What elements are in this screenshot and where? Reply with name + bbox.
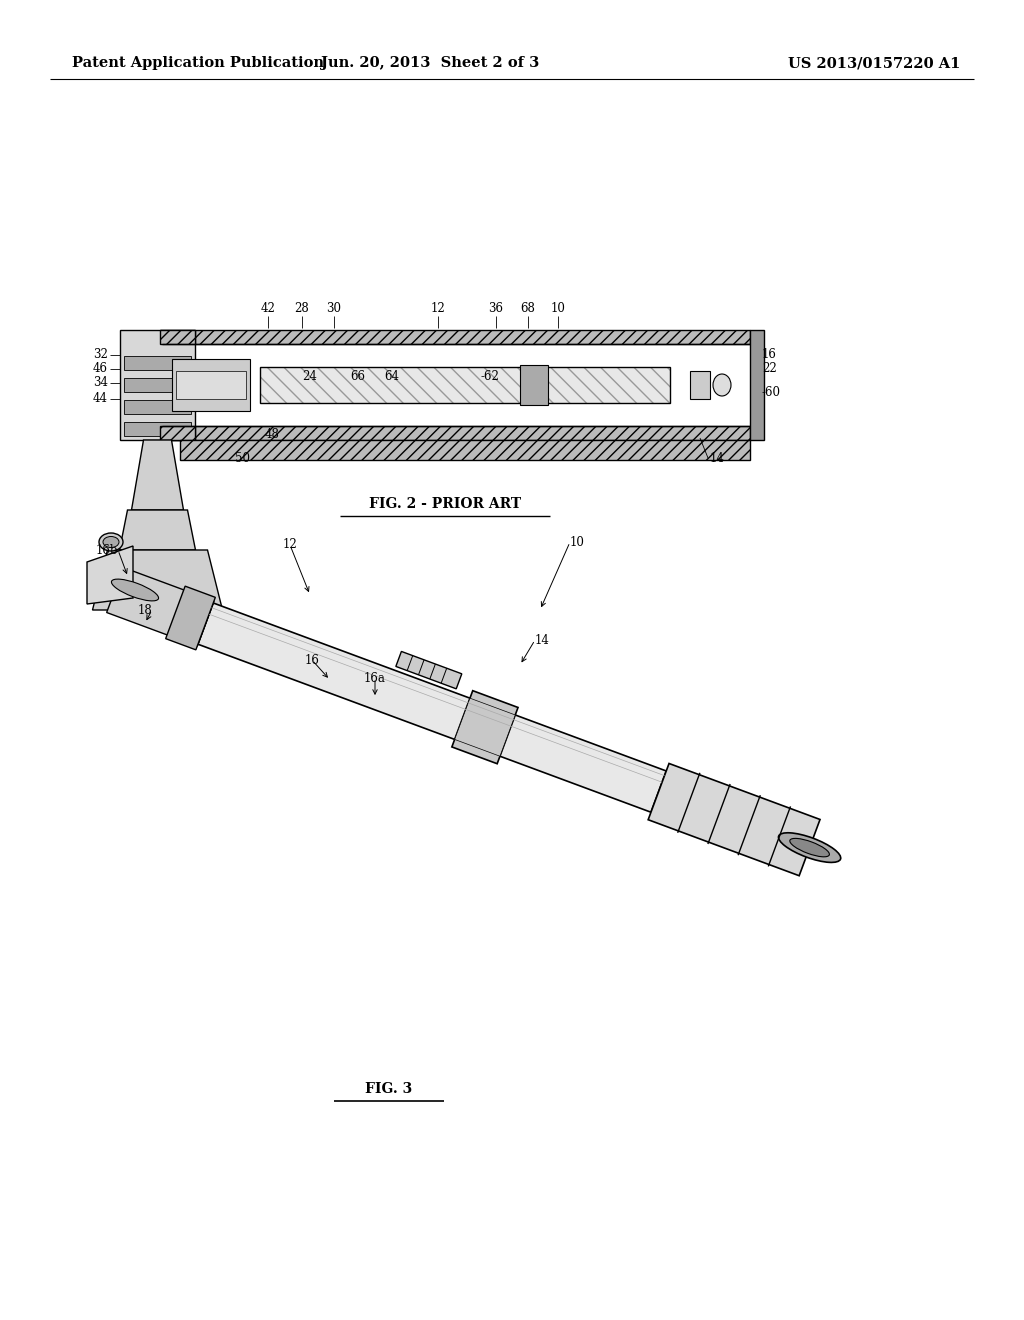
Ellipse shape	[778, 833, 841, 862]
Bar	[124, 378, 191, 392]
Bar	[260, 367, 670, 403]
Text: -62: -62	[480, 371, 500, 384]
Text: 36: 36	[488, 301, 504, 314]
Text: 10: 10	[551, 301, 565, 314]
Text: 16a: 16a	[365, 672, 386, 685]
Text: 34: 34	[93, 376, 108, 389]
Polygon shape	[160, 426, 195, 440]
Bar	[260, 367, 670, 403]
Text: 46: 46	[93, 363, 108, 375]
Polygon shape	[120, 510, 196, 550]
Text: 64: 64	[384, 371, 399, 384]
Bar	[180, 440, 750, 459]
Polygon shape	[198, 603, 667, 812]
Bar	[120, 330, 195, 440]
Text: 10: 10	[570, 536, 585, 549]
Polygon shape	[92, 550, 222, 610]
Text: 12: 12	[283, 539, 297, 552]
Text: 50: 50	[234, 451, 250, 465]
Polygon shape	[106, 568, 214, 645]
Text: 18: 18	[137, 603, 152, 616]
Ellipse shape	[112, 579, 159, 601]
Bar	[124, 422, 191, 436]
Polygon shape	[160, 330, 195, 345]
Text: 24: 24	[302, 371, 317, 384]
Text: 68: 68	[520, 301, 536, 314]
Bar	[260, 367, 670, 403]
Text: 44: 44	[93, 392, 108, 405]
Text: US 2013/0157220 A1: US 2013/0157220 A1	[787, 57, 961, 70]
Bar	[750, 330, 764, 440]
Polygon shape	[166, 586, 215, 649]
Bar	[124, 400, 191, 414]
Text: 12: 12	[431, 301, 445, 314]
Text: FIG. 3: FIG. 3	[366, 1082, 413, 1096]
Text: 16: 16	[762, 348, 777, 362]
Bar	[124, 356, 191, 370]
Bar	[520, 366, 548, 405]
Text: FIG. 2 - PRIOR ART: FIG. 2 - PRIOR ART	[370, 498, 521, 511]
Text: 66: 66	[350, 371, 366, 384]
Text: 14: 14	[710, 451, 725, 465]
Ellipse shape	[790, 838, 829, 857]
Text: 16b: 16b	[95, 544, 118, 557]
Bar	[160, 330, 750, 345]
Text: Patent Application Publication: Patent Application Publication	[72, 57, 324, 70]
Text: -60: -60	[762, 387, 781, 400]
Text: 16: 16	[304, 653, 319, 667]
Bar	[172, 359, 250, 411]
Ellipse shape	[713, 374, 731, 396]
Polygon shape	[648, 763, 820, 875]
Text: 22: 22	[762, 363, 777, 375]
Text: 32: 32	[93, 348, 108, 362]
Ellipse shape	[103, 536, 119, 548]
Polygon shape	[131, 440, 183, 510]
Polygon shape	[87, 546, 133, 605]
Bar	[176, 371, 246, 399]
Bar	[690, 371, 710, 399]
Text: 42: 42	[260, 301, 275, 314]
Ellipse shape	[99, 533, 123, 550]
Text: 14: 14	[535, 634, 550, 647]
Text: 48: 48	[264, 428, 280, 441]
Text: Jun. 20, 2013  Sheet 2 of 3: Jun. 20, 2013 Sheet 2 of 3	[321, 57, 539, 70]
Text: 28: 28	[295, 301, 309, 314]
Polygon shape	[455, 698, 515, 756]
Polygon shape	[396, 652, 462, 689]
Polygon shape	[452, 690, 518, 764]
Bar	[160, 426, 750, 440]
Text: 30: 30	[327, 301, 341, 314]
